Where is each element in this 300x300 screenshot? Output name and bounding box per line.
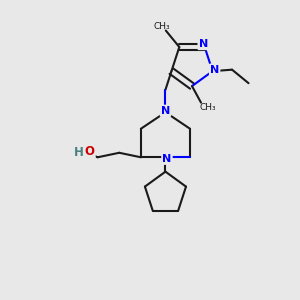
Text: N: N	[210, 65, 219, 75]
Text: CH₃: CH₃	[199, 103, 216, 112]
Text: H: H	[74, 146, 84, 159]
Text: CH₃: CH₃	[154, 22, 170, 32]
Text: O: O	[85, 145, 94, 158]
Text: N: N	[161, 106, 170, 116]
Text: N: N	[162, 154, 172, 164]
Text: N: N	[199, 39, 208, 49]
